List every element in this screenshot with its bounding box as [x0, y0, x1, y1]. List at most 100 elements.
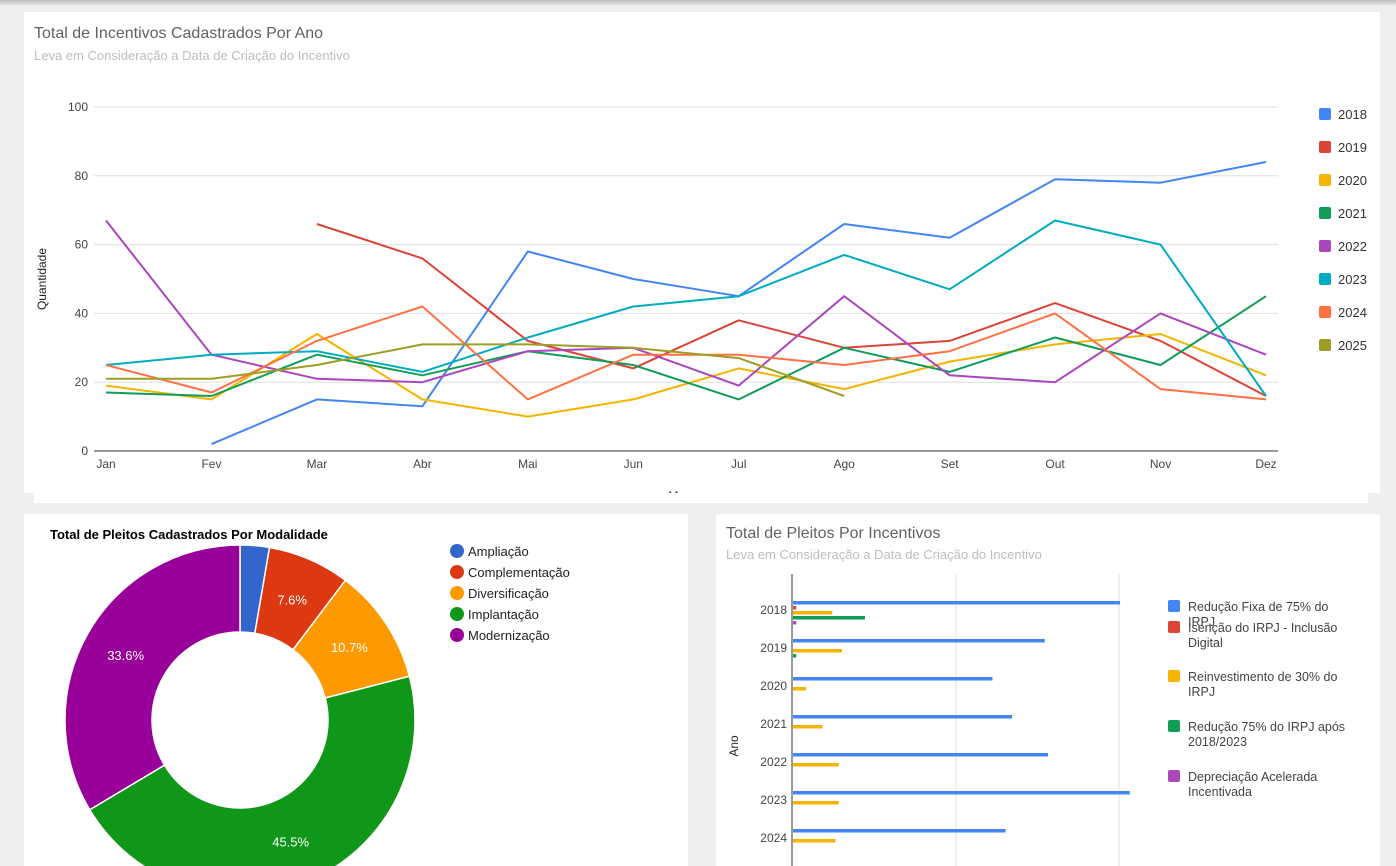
bar-chart-title: Total de Pleitos Por Incentivos	[726, 525, 941, 542]
x-tick-label: Mar	[307, 457, 328, 471]
legend-label-2025: 2025	[1338, 338, 1367, 353]
y-tick-label: 2022	[760, 755, 787, 769]
bar-2018-3	[793, 616, 865, 620]
series-line-2018	[211, 161, 1267, 446]
bar-chart-panel: Total de Pleitos Por Incentivos Leva em …	[716, 514, 1380, 866]
bar-2024-2	[793, 839, 836, 843]
bar-2020-2	[793, 687, 807, 691]
legend-label-4: Depreciação Acelerada Incentivada	[1188, 770, 1317, 799]
bar-2018-1	[793, 606, 797, 610]
legend-marker-Ampliação	[450, 544, 464, 558]
legend-label-2021: 2021	[1338, 206, 1367, 221]
bar-2018-4	[793, 621, 797, 625]
y-axis-label: Quantidade	[35, 248, 49, 310]
legend-swatch-2022	[1319, 240, 1331, 252]
line-chart: 0 20 40 60 80 100 Jan Fev Mar Abr Mai Jun Jul Ago Set O…	[35, 100, 1367, 493]
series-line-2021	[105, 295, 1267, 401]
bar-2021-2	[793, 725, 823, 729]
y-tick-label: 2023	[760, 793, 787, 807]
legend-swatch-2025	[1319, 339, 1331, 351]
legend-label-Diversificação: Diversificação	[468, 586, 549, 601]
x-tick-label: Fev	[201, 457, 221, 471]
pie-slice-Implantação	[88, 675, 416, 866]
series-line-2024	[105, 305, 1267, 401]
bar-2021-0	[793, 715, 1013, 719]
y-tick-label: 60	[75, 238, 89, 252]
legend-label-line: Isenção do IRPJ - Inclusão	[1188, 621, 1337, 635]
legend-swatch-2019	[1319, 141, 1331, 153]
top-shadow	[0, 0, 1396, 6]
legend-label-line: IRPJ	[1188, 685, 1215, 699]
bar-2019-0	[793, 639, 1045, 643]
series-line-2023	[105, 219, 1267, 397]
series-line-2019	[316, 223, 1267, 397]
legend-label-Modernização: Modernização	[468, 628, 550, 643]
line-chart-panel-footer	[34, 493, 1368, 503]
legend-label-line: Redução Fixa de 75% do	[1188, 600, 1328, 614]
x-tick-label: Nov	[1150, 457, 1171, 471]
legend-label-2020: 2020	[1338, 173, 1367, 188]
legend-label-line: Redução 75% do IRPJ após	[1188, 720, 1345, 734]
legend-label-3: Redução 75% do IRPJ após 2018/2023	[1188, 720, 1345, 749]
series-line-2022	[105, 219, 1267, 387]
legend-marker-Implantação	[450, 607, 464, 621]
line-chart-subtitle: Leva em Consideração a Data de Criação d…	[34, 48, 350, 63]
legend-swatch-2020	[1319, 174, 1331, 186]
y-tick-label: 2018	[760, 603, 787, 617]
x-tick-label: Dez	[1255, 457, 1276, 471]
legend-swatch-4	[1168, 770, 1180, 782]
pie-chart-panel: Total de Pleitos Cadastrados Por Modalid…	[24, 514, 688, 866]
legend-swatch-2	[1168, 670, 1180, 682]
bar-2023-0	[793, 791, 1130, 795]
legend-label-line: Depreciação Acelerada	[1188, 770, 1317, 784]
legend-label-2023: 2023	[1338, 272, 1367, 287]
bar-chart-subtitle: Leva em Consideração a Data de Criação d…	[726, 547, 1042, 562]
y-tick-label: 0	[81, 444, 88, 458]
legend-swatch-2021	[1319, 207, 1331, 219]
pie-value-label: 45.5%	[272, 834, 309, 849]
legend-swatch-2018	[1319, 108, 1331, 120]
legend-label-2019: 2019	[1338, 140, 1367, 155]
legend-label-line: Incentivada	[1188, 785, 1252, 799]
bar-2019-3	[793, 654, 797, 658]
legend-label-2018: 2018	[1338, 107, 1367, 122]
y-tick-label: 2019	[760, 641, 787, 655]
legend-label-line: Reinvestimento de 30% do	[1188, 670, 1337, 684]
legend-marker-Complementação	[450, 565, 464, 579]
x-tick-label: Jan	[96, 457, 115, 471]
x-axis-label: Meses	[668, 489, 703, 493]
legend-swatch-2024	[1319, 306, 1331, 318]
pie-value-label: 33.6%	[107, 648, 144, 663]
donut-chart: 7.6% 10.7% 45.5% 33.6% Ampliação Complementaç…	[64, 544, 570, 866]
bar-2018-2	[793, 611, 833, 615]
y-tick-label: 2024	[760, 831, 787, 845]
bar-2019-2	[793, 649, 843, 653]
bar-2022-0	[793, 753, 1049, 757]
legend-swatch-0	[1168, 600, 1180, 612]
y-tick-label: 40	[75, 306, 89, 320]
pie-value-label: 10.7%	[331, 640, 368, 655]
y-tick-label: 100	[68, 100, 88, 114]
bar-chart: Ano 2018 2019 2020 2021 2022 2023 2024 Redução F…	[727, 574, 1345, 866]
bar-2023-2	[793, 801, 839, 805]
y-tick-label: 80	[75, 169, 89, 183]
legend-label-Complementação: Complementação	[468, 565, 570, 580]
legend-marker-Diversificação	[450, 586, 464, 600]
legend-label-line: Digital	[1188, 636, 1223, 650]
y-axis-label: Ano	[727, 735, 741, 757]
pie-value-label: 7.6%	[277, 592, 307, 607]
legend-swatch-1	[1168, 621, 1180, 633]
bar-2018-0	[793, 601, 1120, 605]
legend-label-line: IRPJ	[1188, 615, 1215, 629]
legend-label-2022: 2022	[1338, 239, 1367, 254]
y-tick-label: 2020	[760, 679, 787, 693]
y-tick-label: 2021	[760, 717, 787, 731]
y-tick-label: 20	[75, 375, 89, 389]
x-tick-label: Ago	[834, 457, 856, 471]
legend-label-2024: 2024	[1338, 305, 1367, 320]
x-tick-label: Set	[941, 457, 960, 471]
legend-swatch-2023	[1319, 273, 1331, 285]
legend-swatch-3	[1168, 720, 1180, 732]
x-tick-label: Out	[1045, 457, 1065, 471]
legend-label-0: Redução Fixa de 75% do IRPJ	[1188, 600, 1328, 629]
